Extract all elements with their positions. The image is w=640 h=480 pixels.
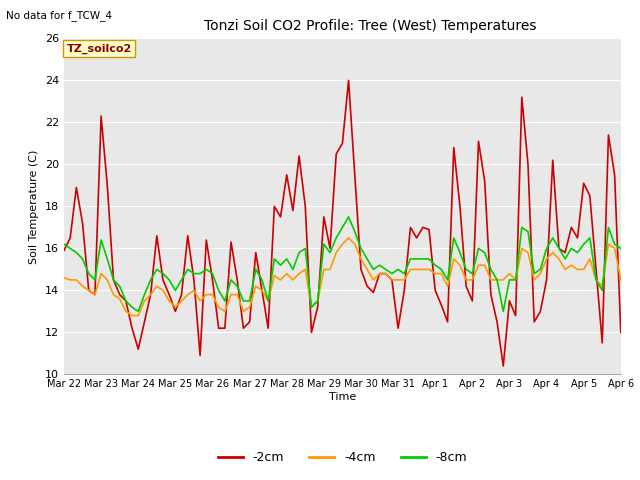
Text: No data for f_TCW_4: No data for f_TCW_4 [6,10,113,21]
X-axis label: Time: Time [329,392,356,402]
Title: Tonzi Soil CO2 Profile: Tree (West) Temperatures: Tonzi Soil CO2 Profile: Tree (West) Temp… [204,19,536,33]
Text: TZ_soilco2: TZ_soilco2 [67,44,132,54]
Y-axis label: Soil Temperature (C): Soil Temperature (C) [29,149,39,264]
Legend: -2cm, -4cm, -8cm: -2cm, -4cm, -8cm [212,446,472,469]
